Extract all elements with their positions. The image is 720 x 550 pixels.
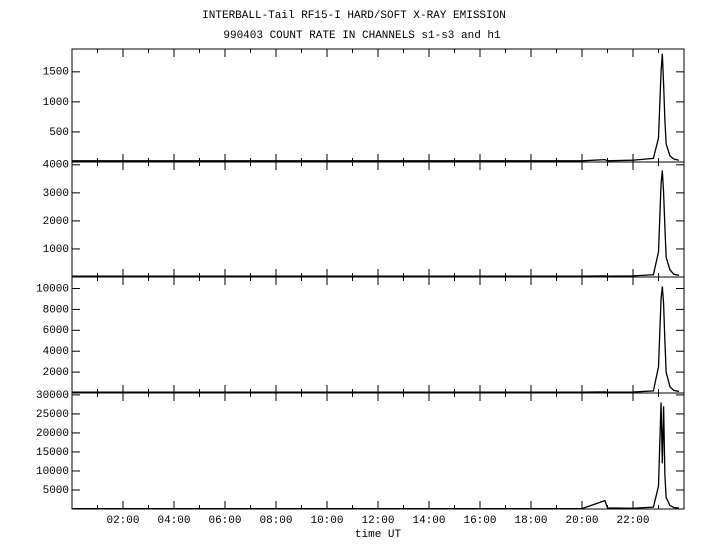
x-tick-label: 16:00 [463,515,496,527]
y-tick-label: 10000 [36,466,69,478]
x-tick-label: 22:00 [616,515,649,527]
chart-title: INTERBALL-Tail RF15-I HARD/SOFT X-RAY EM… [202,10,506,22]
x-tick-label: 14:00 [412,515,445,527]
data-line [72,286,680,393]
x-tick-label: 18:00 [514,515,547,527]
y-tick-label: 15000 [36,447,69,459]
y-tick-label: 2000 [43,367,69,379]
x-tick-label: 10:00 [310,515,343,527]
x-tick-label: 20:00 [565,515,598,527]
y-tick-label: 500 [49,127,69,139]
data-line [72,53,680,162]
data-line [72,402,679,510]
x-tick-label: 04:00 [157,515,190,527]
y-tick-label: 8000 [43,304,69,316]
x-tick-label: 12:00 [361,515,394,527]
y-tick-label: 20000 [36,428,69,440]
y-tick-label: 2000 [43,216,69,228]
chart-subtitle: 990403 COUNT RATE IN CHANNELS s1-s3 and … [223,30,501,42]
y-tick-label: 1500 [43,67,69,79]
y-tick-label: 3000 [43,188,69,200]
y-tick-label: 4000 [43,160,69,172]
x-tick-label: 08:00 [259,515,292,527]
y-tick-label: 1000 [43,97,69,109]
y-tick-label: 5000 [43,485,69,497]
y-tick-label: 6000 [43,325,69,337]
y-tick-label: 30000 [36,390,69,402]
data-line [72,170,680,277]
x-tick-label: 06:00 [208,515,241,527]
y-tick-label: 10000 [36,283,69,295]
y-tick-label: 1000 [43,244,69,256]
x-tick-label: 02:00 [106,515,139,527]
y-tick-label: 25000 [36,409,69,421]
x-axis-label: time UT [355,529,402,541]
y-tick-label: 4000 [43,346,69,358]
